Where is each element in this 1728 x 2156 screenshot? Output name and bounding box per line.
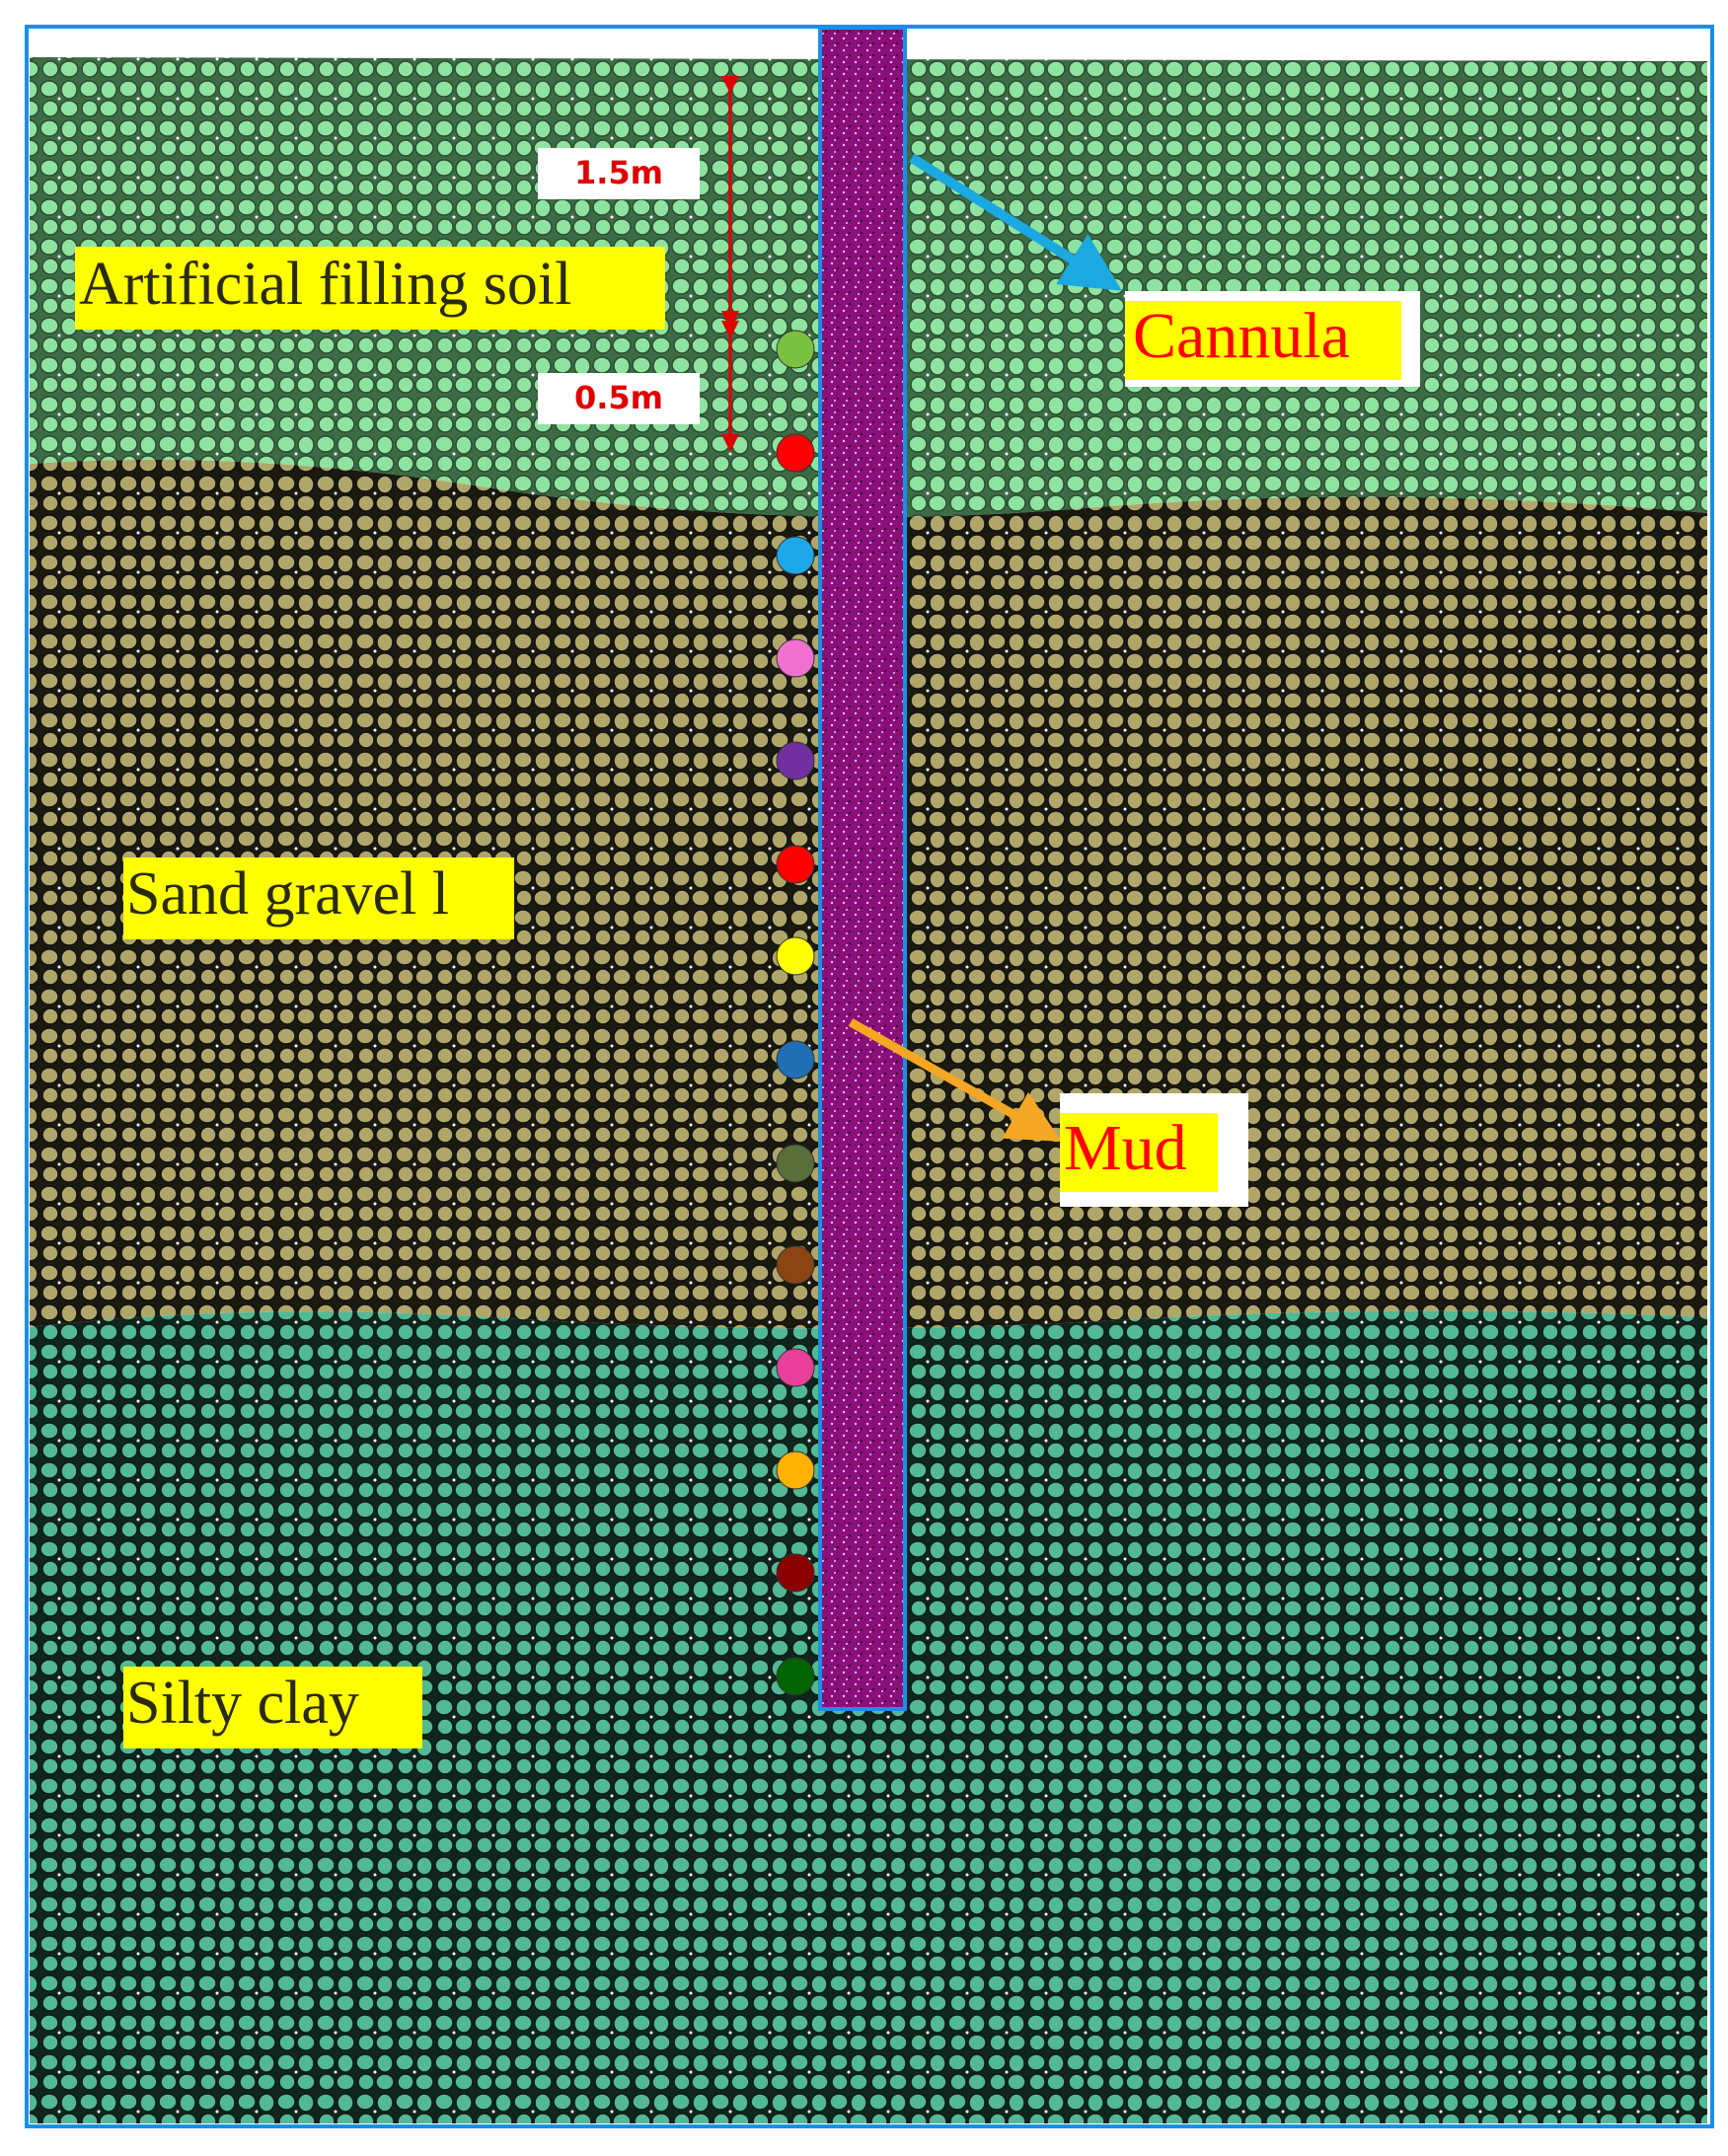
label-box <box>75 247 665 330</box>
dimension-label: 1.5m <box>574 154 663 191</box>
point <box>776 1040 815 1079</box>
point <box>776 845 815 884</box>
mud-arrow <box>848 1018 1062 1142</box>
cannula <box>818 26 907 1711</box>
point <box>776 1144 815 1183</box>
label-box <box>123 857 514 939</box>
callout-highlight <box>1060 1113 1218 1192</box>
silty-clay-layer <box>30 1310 1707 2123</box>
point <box>776 936 815 976</box>
point <box>776 1553 815 1593</box>
point <box>776 330 815 369</box>
label-box <box>123 1667 422 1748</box>
callout-label: Mud <box>1064 1112 1187 1184</box>
dimension-box <box>538 148 700 199</box>
point <box>776 536 815 575</box>
layer-label: Silty clay <box>126 1670 359 1737</box>
callout-label: Cannula <box>1133 300 1350 372</box>
dimension-box <box>538 373 700 424</box>
cannula-arrow <box>909 153 1122 291</box>
dimension-label: 0.5m <box>574 379 663 416</box>
point <box>776 1245 815 1285</box>
monitoring-points <box>776 330 815 1696</box>
point <box>776 1657 815 1696</box>
point <box>776 433 815 473</box>
layer-label: Sand gravel l <box>126 860 449 928</box>
layer-label: Artificial filling soil <box>79 251 571 318</box>
point <box>776 638 815 678</box>
point <box>776 741 815 781</box>
callout-highlight <box>1125 301 1401 380</box>
point <box>776 1348 815 1387</box>
point <box>776 1450 815 1490</box>
